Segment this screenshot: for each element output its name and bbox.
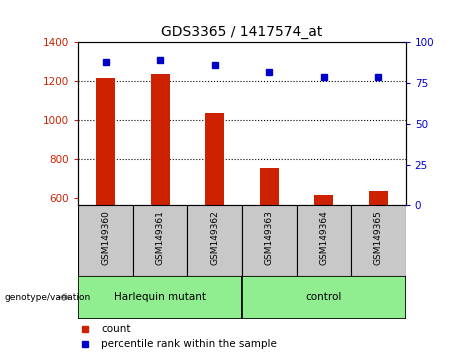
Text: GSM149361: GSM149361 bbox=[156, 210, 165, 265]
Bar bbox=[96, 78, 115, 205]
Text: control: control bbox=[306, 292, 342, 302]
Title: GDS3365 / 1417574_at: GDS3365 / 1417574_at bbox=[161, 25, 323, 39]
Bar bbox=[78, 205, 133, 276]
Bar bbox=[188, 205, 242, 276]
Bar bbox=[260, 169, 279, 205]
Text: percentile rank within the sample: percentile rank within the sample bbox=[101, 339, 277, 349]
Bar bbox=[133, 205, 188, 276]
Bar bbox=[314, 195, 333, 205]
Text: GSM149362: GSM149362 bbox=[210, 210, 219, 264]
Bar bbox=[351, 205, 406, 276]
Text: count: count bbox=[101, 324, 131, 333]
Bar bbox=[205, 113, 225, 205]
Bar bbox=[151, 74, 170, 205]
Bar bbox=[369, 191, 388, 205]
Text: GSM149363: GSM149363 bbox=[265, 210, 274, 265]
Bar bbox=[78, 276, 242, 319]
Bar bbox=[242, 205, 296, 276]
Text: GSM149360: GSM149360 bbox=[101, 210, 110, 265]
Text: GSM149364: GSM149364 bbox=[319, 210, 328, 264]
Bar bbox=[242, 276, 406, 319]
Text: genotype/variation: genotype/variation bbox=[5, 293, 91, 302]
Bar bbox=[296, 205, 351, 276]
Text: Harlequin mutant: Harlequin mutant bbox=[114, 292, 206, 302]
Text: GSM149365: GSM149365 bbox=[374, 210, 383, 265]
